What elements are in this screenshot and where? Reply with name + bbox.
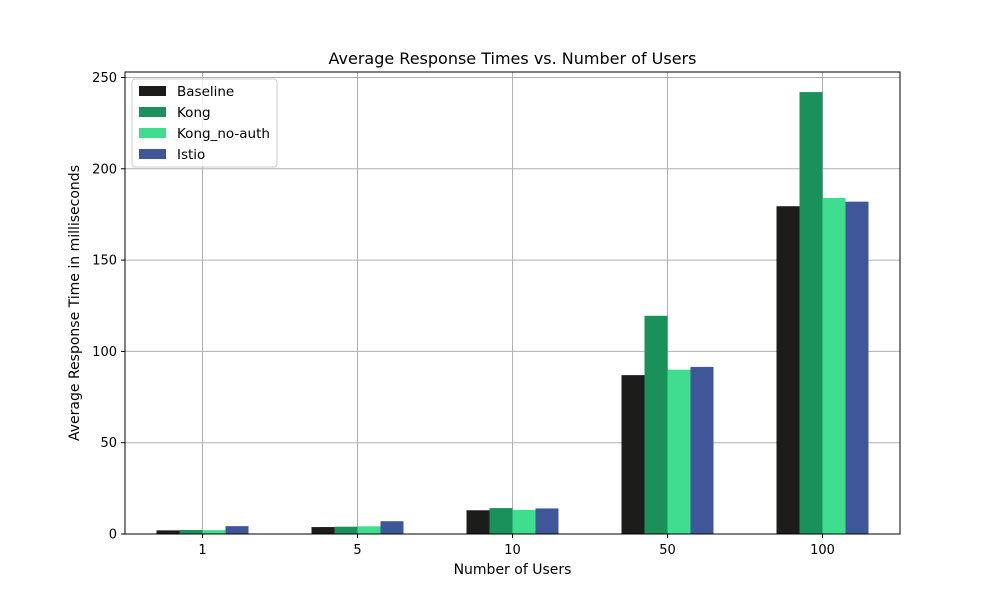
- legend-swatch: [139, 86, 166, 96]
- bar-baseline-100: [776, 206, 800, 534]
- bar-baseline-50: [621, 375, 645, 534]
- bar-kong-no-auth-1: [202, 530, 226, 534]
- legend: Baseline Kong Kong_no-auth Istio: [131, 78, 278, 168]
- legend-label: Kong_no-auth: [177, 126, 270, 142]
- x-tick-label: 5: [353, 543, 361, 558]
- y-axis-label: Average Response Time in milliseconds: [67, 165, 83, 441]
- chart-title: Average Response Times vs. Number of Use…: [329, 49, 697, 68]
- bar-baseline-5: [311, 527, 335, 534]
- bar-istio-100: [845, 201, 869, 535]
- y-tick-label: 250: [92, 71, 117, 86]
- legend-swatch: [139, 107, 166, 117]
- y-tick-label: 50: [100, 436, 117, 451]
- bar-kong-50: [644, 315, 668, 534]
- bar-kong-5: [334, 526, 358, 534]
- x-tick-label: 100: [810, 543, 835, 558]
- bar-istio-5: [380, 521, 404, 534]
- bars-layer: [156, 92, 869, 535]
- bar-kong-100: [799, 92, 823, 534]
- y-tick-label: 200: [92, 162, 117, 177]
- legend-swatch: [139, 149, 166, 159]
- x-tick-label: 50: [659, 543, 676, 558]
- ticks-layer: 0 50 100 150 200 250 1 5 10 50 100: [92, 71, 835, 558]
- bar-baseline-1: [156, 530, 180, 534]
- x-tick-label: 10: [504, 543, 521, 558]
- bar-kong-10: [489, 508, 513, 534]
- bar-kong-no-auth-10: [512, 509, 536, 534]
- legend-label: Istio: [177, 147, 205, 163]
- bar-baseline-10: [466, 510, 490, 534]
- bar-kong-no-auth-5: [357, 526, 381, 534]
- bar-kong-1: [179, 529, 203, 534]
- legend-box: [131, 78, 278, 168]
- x-tick-label: 1: [198, 543, 206, 558]
- bar-istio-50: [690, 366, 714, 534]
- legend-swatch: [139, 128, 166, 138]
- y-tick-label: 150: [92, 254, 117, 269]
- y-tick-label: 0: [109, 528, 117, 543]
- bar-istio-10: [535, 508, 559, 534]
- bar-kong-no-auth-100: [822, 198, 846, 534]
- legend-label: Kong: [177, 105, 211, 121]
- x-axis-label: Number of Users: [454, 562, 572, 578]
- bar-kong-no-auth-50: [667, 369, 691, 534]
- legend-label: Baseline: [177, 84, 234, 100]
- bar-istio-1: [225, 526, 249, 534]
- y-tick-label: 100: [92, 345, 117, 360]
